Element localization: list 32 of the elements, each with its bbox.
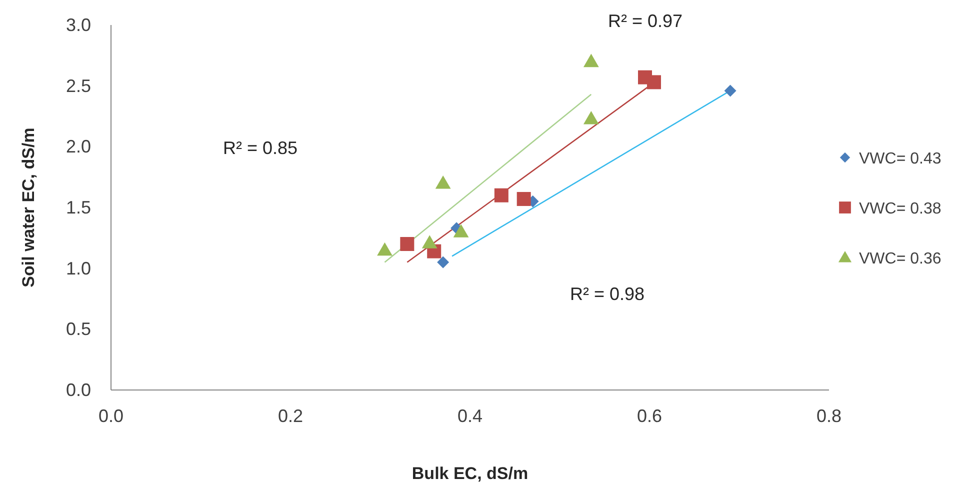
y-tick-label: 2.0 xyxy=(66,136,91,157)
point xyxy=(494,188,508,202)
point xyxy=(646,75,661,90)
point xyxy=(453,224,469,238)
y-tick-label: 0.5 xyxy=(66,319,91,340)
point xyxy=(516,192,531,206)
x-tick-label: 0.0 xyxy=(98,406,124,426)
point xyxy=(377,242,392,256)
x-tick-label: 0.6 xyxy=(636,406,662,426)
x-axis-title: Bulk EC, dS/m xyxy=(412,464,528,483)
x-tick-label: 0.4 xyxy=(457,406,483,426)
y-tick-label: 2.5 xyxy=(66,76,91,96)
y-tick-label: 1.5 xyxy=(66,198,91,218)
x-tick-label: 0.2 xyxy=(278,406,304,426)
y-axis-title: Soil water EC, dS/m xyxy=(19,128,38,288)
annotation: R² = 0.85 xyxy=(223,138,298,158)
point xyxy=(583,110,599,124)
point xyxy=(422,235,438,248)
legend-label: VWC= 0.38 xyxy=(859,200,942,218)
point xyxy=(724,84,736,97)
legend-label: VWC= 0.43 xyxy=(859,150,942,168)
legend-label: VWC= 0.36 xyxy=(859,250,942,268)
y-tick-label: 1.0 xyxy=(66,258,91,278)
point xyxy=(437,256,450,268)
point xyxy=(400,237,414,251)
y-tick-label: 3.0 xyxy=(66,15,91,35)
x-tick-label: 0.8 xyxy=(816,406,842,426)
y-tick-label: 0.0 xyxy=(66,380,91,400)
point xyxy=(583,54,599,68)
point xyxy=(435,175,451,189)
annotation: R² = 0.97 xyxy=(608,11,683,31)
annotation: R² = 0.98 xyxy=(570,284,645,304)
